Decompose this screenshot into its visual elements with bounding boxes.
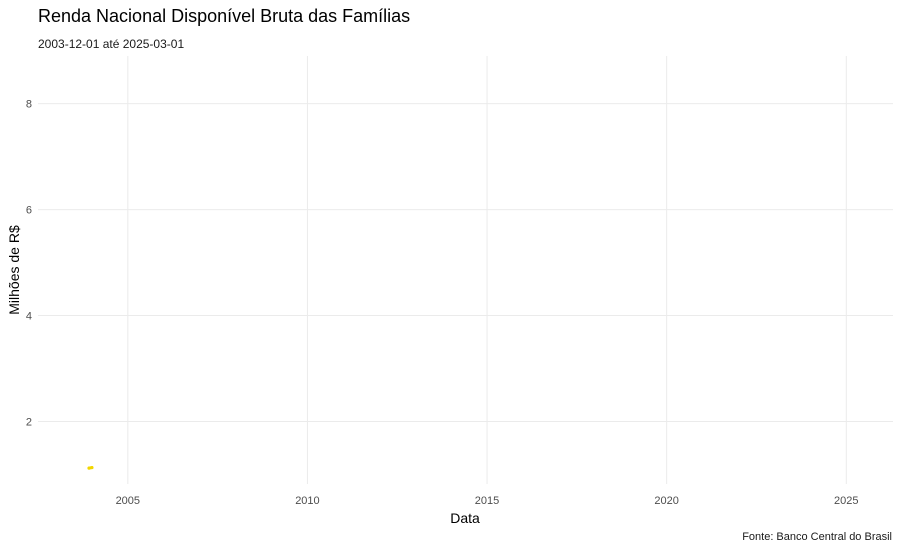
y-tick-label: 4 [26, 311, 32, 323]
x-axis-label: Data [450, 510, 480, 526]
chart-caption: Fonte: Banco Central do Brasil [742, 531, 892, 543]
x-tick-label: 2015 [475, 495, 499, 507]
y-tick-label: 6 [26, 205, 32, 217]
x-tick-label: 2010 [295, 495, 319, 507]
data-point [87, 466, 91, 470]
x-tick-label: 2005 [116, 495, 140, 507]
x-tick-label: 2025 [834, 495, 858, 507]
data-point [90, 465, 94, 470]
chart-title: Renda Nacional Disponível Bruta das Famí… [38, 6, 411, 26]
x-tick-label: 2020 [654, 495, 678, 507]
y-axis-label: Milhões de R$ [6, 225, 22, 315]
y-tick-label: 8 [26, 99, 32, 111]
y-tick-label: 2 [26, 416, 32, 428]
chart-subtitle: 2003-12-01 até 2025-03-01 [38, 37, 185, 51]
